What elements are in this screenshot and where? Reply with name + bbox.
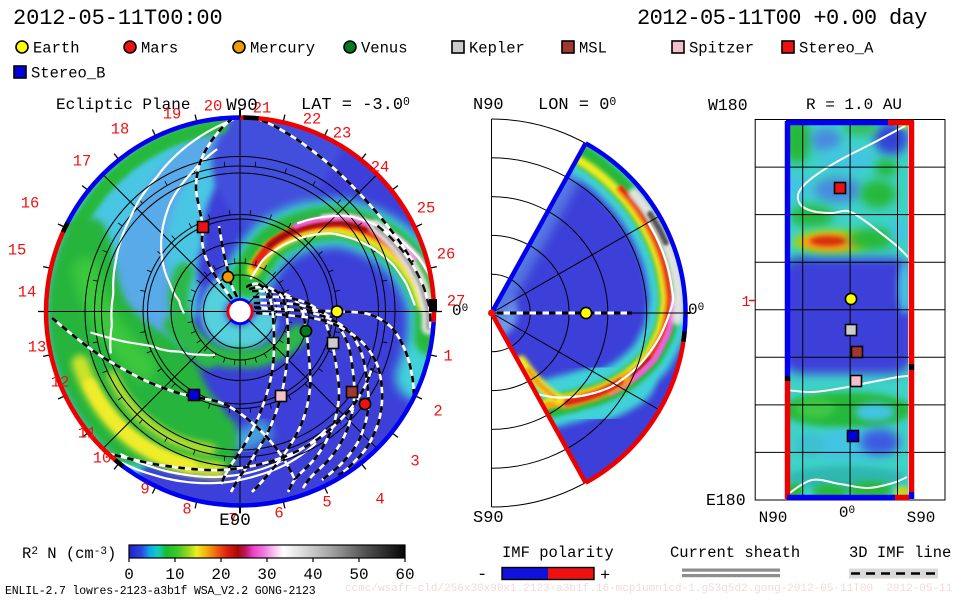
svg-text:60: 60 — [395, 566, 414, 584]
svg-text:13: 13 — [28, 339, 47, 357]
svg-text:W90: W90 — [226, 96, 258, 116]
svg-text:MSL: MSL — [579, 40, 607, 58]
svg-text:27: 27 — [447, 293, 466, 311]
svg-text:Current sheath: Current sheath — [670, 544, 800, 562]
svg-text:Mars: Mars — [141, 40, 178, 58]
svg-text:S90: S90 — [473, 509, 504, 528]
svg-text:S90: S90 — [907, 509, 936, 527]
svg-text:50: 50 — [349, 566, 368, 584]
svg-text:3D IMF line: 3D IMF line — [849, 544, 951, 562]
svg-text:00: 00 — [452, 302, 468, 320]
svg-text:12: 12 — [51, 374, 70, 392]
svg-text:Venus: Venus — [361, 40, 408, 58]
svg-text:5: 5 — [322, 494, 331, 512]
svg-text:1: 1 — [443, 348, 452, 366]
svg-text:21: 21 — [253, 100, 272, 118]
svg-text:17: 17 — [73, 153, 92, 171]
svg-text:E90: E90 — [219, 511, 251, 531]
svg-text:W180: W180 — [708, 96, 748, 115]
svg-text:Earth: Earth — [33, 40, 80, 58]
svg-text:18: 18 — [111, 121, 130, 139]
svg-text:R = 1.0 AU: R = 1.0 AU — [806, 96, 902, 114]
svg-text:6: 6 — [274, 505, 283, 523]
svg-text:23: 23 — [333, 125, 352, 143]
svg-text:7: 7 — [228, 511, 237, 529]
svg-text:LAT = -3.00: LAT = -3.00 — [301, 96, 410, 115]
svg-text:IMF polarity: IMF polarity — [502, 544, 614, 562]
svg-text:1: 1 — [741, 294, 750, 311]
svg-text:R2 N (cm-3): R2 N (cm-3) — [22, 545, 116, 563]
svg-text:LON = 00: LON = 00 — [538, 96, 616, 115]
svg-text:Spitzer: Spitzer — [689, 40, 754, 58]
svg-text:24: 24 — [371, 159, 390, 177]
svg-text:25: 25 — [417, 200, 436, 218]
svg-text:26: 26 — [437, 246, 456, 264]
svg-text:16: 16 — [21, 195, 40, 213]
svg-text:10: 10 — [93, 450, 112, 468]
svg-text:30: 30 — [257, 566, 276, 584]
svg-text:11: 11 — [78, 425, 97, 443]
svg-text:Mercury: Mercury — [250, 40, 315, 58]
svg-text:2012-05-11T00 +0.00 day: 2012-05-11T00 +0.00 day — [637, 6, 927, 31]
svg-text:ccmc/wsafr-cld/256x30x90x1.212: ccmc/wsafr-cld/256x30x90x1.2123-a3b1f.16… — [345, 583, 953, 595]
svg-text:0: 0 — [124, 566, 134, 584]
svg-text:Ecliptic Plane: Ecliptic Plane — [56, 96, 190, 114]
svg-text:Kepler: Kepler — [469, 40, 525, 58]
svg-text:-: - — [477, 566, 487, 585]
svg-text:8: 8 — [182, 501, 191, 519]
svg-text:Stereo_A: Stereo_A — [799, 40, 874, 58]
svg-text:10: 10 — [165, 566, 184, 584]
svg-text:N90: N90 — [759, 509, 788, 527]
svg-text:ENLIL-2.7 lowres-2123-a3b1f WS: ENLIL-2.7 lowres-2123-a3b1f WSA_V2.2 GON… — [5, 585, 316, 598]
svg-text:20: 20 — [211, 566, 230, 584]
svg-text:14: 14 — [18, 284, 37, 302]
svg-text:3: 3 — [410, 453, 419, 471]
svg-text:2012-05-11T00:00: 2012-05-11T00:00 — [13, 6, 223, 31]
svg-text:9: 9 — [140, 481, 149, 499]
svg-text:20: 20 — [204, 98, 223, 116]
svg-text:N90: N90 — [473, 96, 504, 115]
svg-text:22: 22 — [303, 111, 322, 129]
svg-text:4: 4 — [375, 491, 384, 509]
svg-text:15: 15 — [8, 242, 27, 260]
svg-text:+: + — [600, 567, 610, 586]
svg-text:E180: E180 — [706, 491, 746, 510]
svg-text:00: 00 — [688, 301, 704, 319]
svg-text:19: 19 — [163, 106, 182, 124]
svg-text:40: 40 — [303, 566, 322, 584]
svg-text:Stereo_B: Stereo_B — [31, 65, 105, 83]
svg-text:00: 00 — [839, 504, 855, 522]
svg-text:2: 2 — [433, 403, 442, 421]
